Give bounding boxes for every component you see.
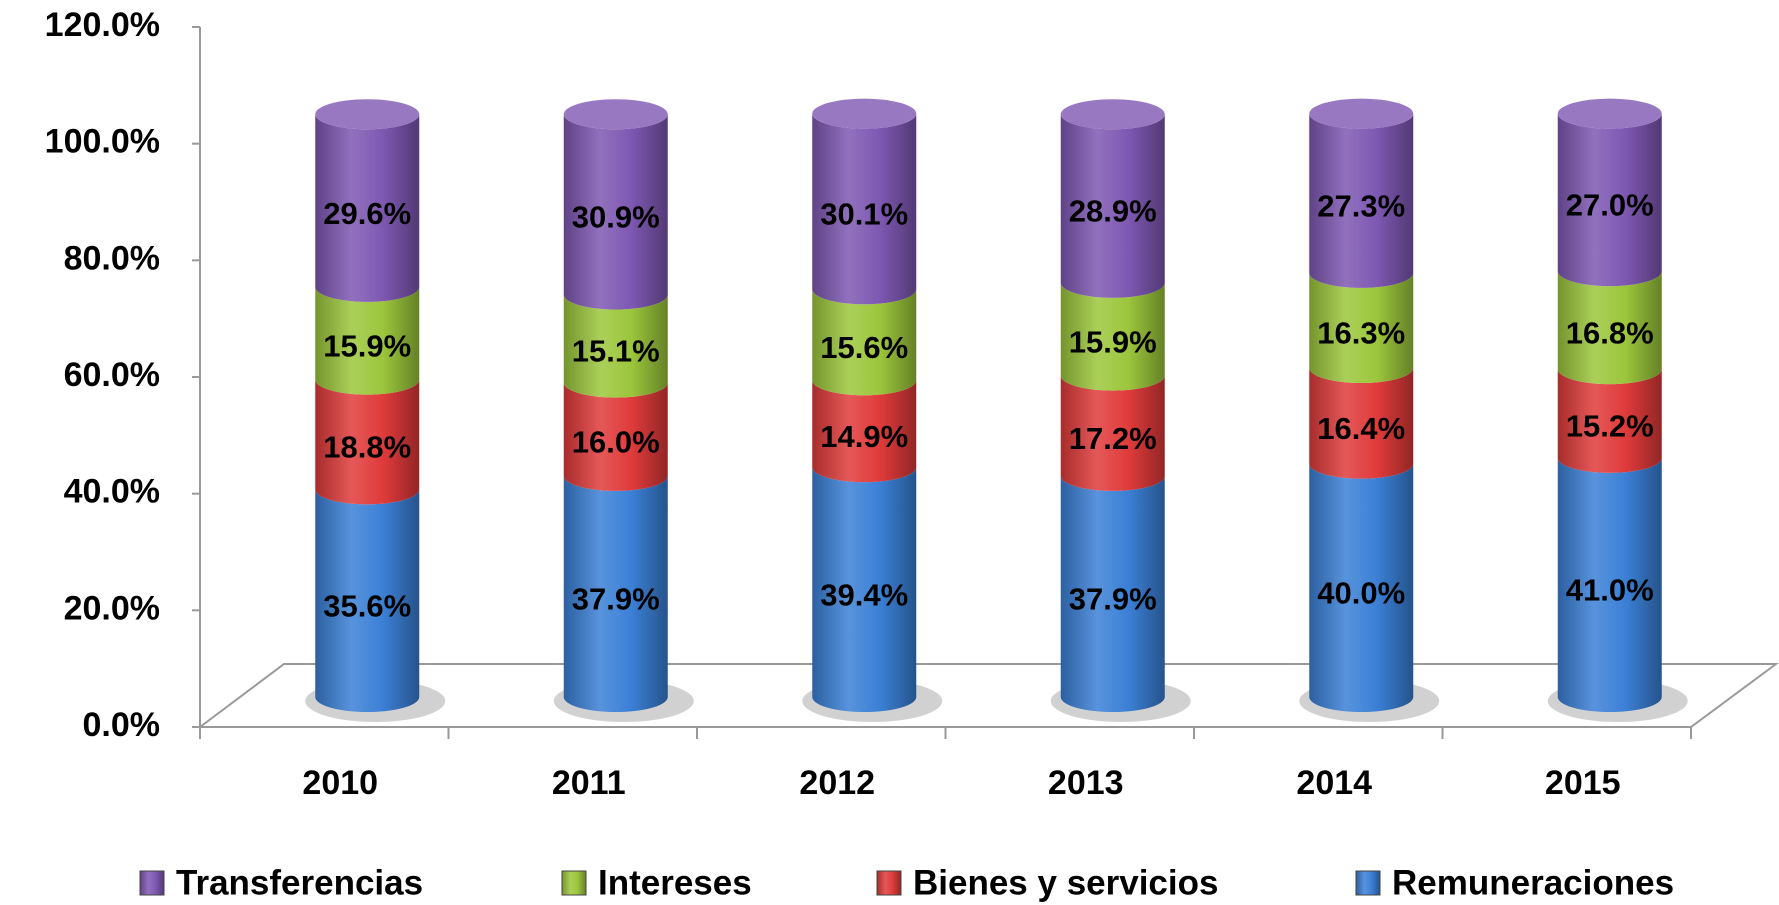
legend-label: Bienes y servicios <box>913 863 1218 902</box>
data-label: 35.6% <box>323 588 411 623</box>
data-label: 30.1% <box>820 197 908 232</box>
bar-segment <box>1309 463 1414 713</box>
bar-segment <box>1309 272 1414 384</box>
bar-segment <box>812 289 917 396</box>
data-label: 41.0% <box>1566 573 1654 608</box>
data-label: 16.8% <box>1566 315 1654 350</box>
x-tick-label: 2012 <box>799 764 875 802</box>
bar-top <box>563 99 668 130</box>
x-tick-label: 2014 <box>1296 764 1372 802</box>
y-tick-label: 60.0% <box>64 356 160 394</box>
x-tick-label: 2015 <box>1545 764 1621 802</box>
data-label: 29.6% <box>323 196 411 231</box>
bar-segment <box>563 294 668 398</box>
legend-label: Transferencias <box>176 863 423 902</box>
bar-segment <box>1557 369 1662 473</box>
data-label: 27.3% <box>1317 188 1405 223</box>
bar-segment <box>1060 282 1165 391</box>
data-label: 15.9% <box>323 328 411 363</box>
data-label: 18.8% <box>323 430 411 465</box>
bar-segment <box>1557 457 1662 713</box>
bar-top <box>1557 98 1662 129</box>
y-tick-label: 120.0% <box>45 6 160 44</box>
data-label: 15.1% <box>572 334 660 369</box>
data-label: 40.0% <box>1317 576 1405 611</box>
legend-swatch <box>1355 870 1381 896</box>
x-tick-label: 2010 <box>302 764 378 802</box>
data-label: 15.9% <box>1069 324 1157 359</box>
bar-segment <box>315 379 420 505</box>
data-label: 15.6% <box>820 330 908 365</box>
data-label: 14.9% <box>820 419 908 454</box>
bar-segment <box>1060 475 1165 713</box>
bar-segment <box>315 114 420 302</box>
bar-segment <box>315 489 420 713</box>
data-label: 39.4% <box>820 577 908 612</box>
legend-swatch <box>876 870 902 896</box>
legend-label: Remuneraciones <box>1392 863 1674 902</box>
bar-segment <box>812 467 917 713</box>
bar-top <box>812 98 917 129</box>
bar-top <box>1060 99 1165 130</box>
bar-segment <box>563 382 668 491</box>
data-label: 16.4% <box>1317 411 1405 446</box>
y-tick-label: 100.0% <box>45 123 160 161</box>
bar-top <box>315 99 420 130</box>
legend-label: Intereses <box>598 863 752 902</box>
bar-segment <box>1309 368 1414 479</box>
data-label: 28.9% <box>1069 194 1157 229</box>
data-label: 17.2% <box>1069 421 1157 456</box>
bar-segment <box>1557 113 1662 287</box>
bar-segment <box>1309 113 1414 288</box>
bar-segment <box>812 113 917 305</box>
bar-segment <box>812 380 917 483</box>
data-label: 37.9% <box>572 582 660 617</box>
x-tick-label: 2013 <box>1048 764 1124 802</box>
legend-swatch <box>561 870 587 896</box>
y-tick-label: 20.0% <box>64 589 160 627</box>
data-label: 16.3% <box>1317 316 1405 351</box>
bar-segment <box>563 114 668 310</box>
data-label: 37.9% <box>1069 582 1157 617</box>
data-label: 27.0% <box>1566 188 1654 223</box>
bar-segment <box>563 475 668 713</box>
bar-segment <box>315 286 420 395</box>
bar-top <box>1309 98 1414 129</box>
legend-swatch <box>139 870 165 896</box>
y-tick-label: 40.0% <box>64 473 160 511</box>
bar-segment <box>1557 271 1662 385</box>
data-label: 30.9% <box>572 200 660 235</box>
bar-segment <box>1060 114 1165 298</box>
y-tick-label: 0.0% <box>83 706 161 744</box>
data-label: 16.0% <box>572 424 660 459</box>
y-tick-label: 80.0% <box>64 239 160 277</box>
bar-segment <box>1060 375 1165 491</box>
x-tick-label: 2011 <box>552 764 626 802</box>
data-label: 15.2% <box>1566 409 1654 444</box>
